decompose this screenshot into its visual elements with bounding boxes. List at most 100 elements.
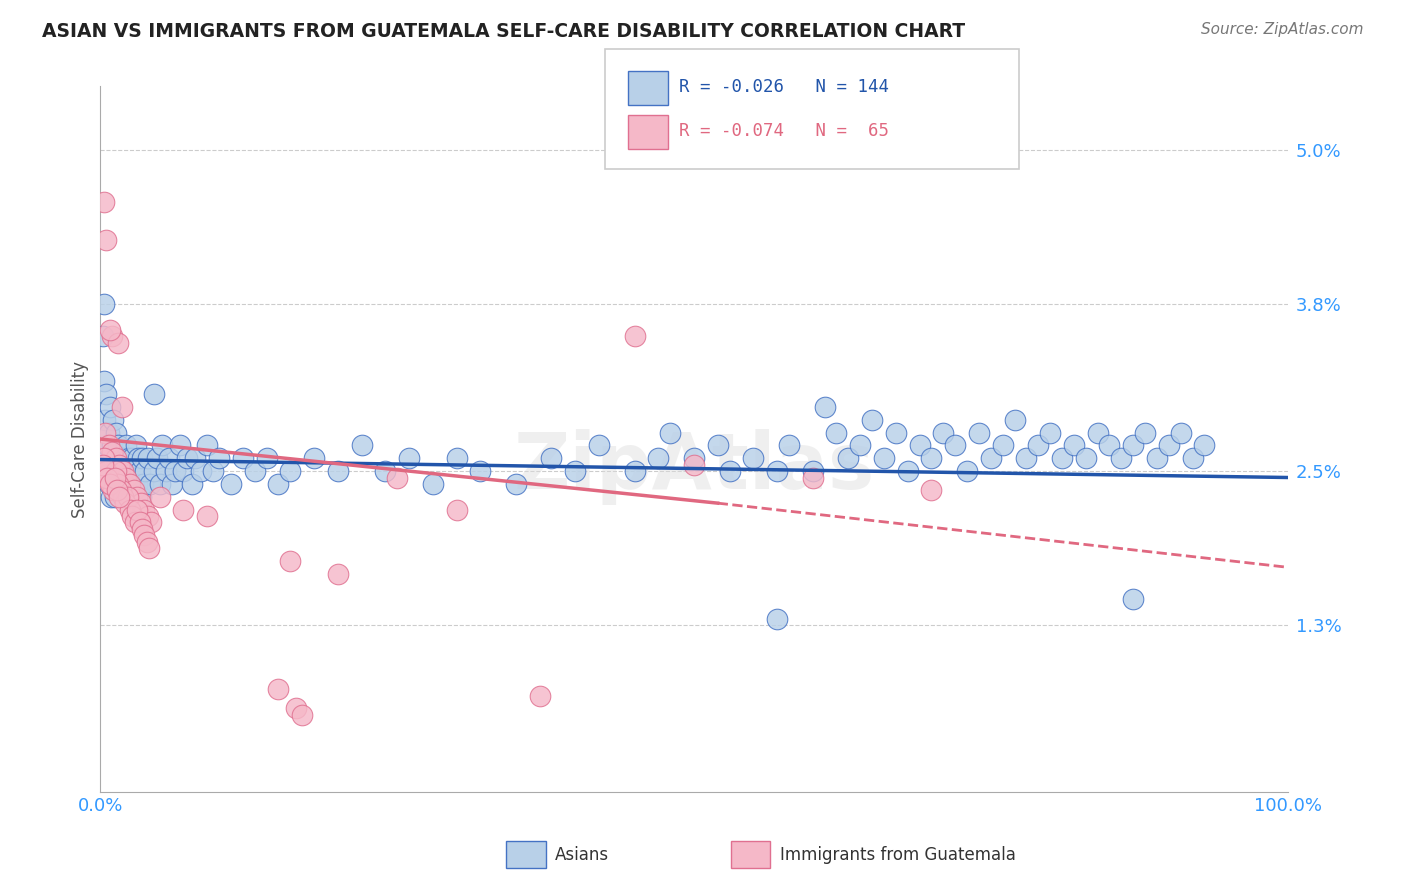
Point [104, 451, 127, 466]
Point [446, 451, 468, 466]
Point [136, 451, 159, 466]
Point [107, 335, 129, 350]
Point [128, 464, 150, 478]
Point [110, 483, 132, 498]
Point [1039, 425, 1062, 440]
Point [120, 490, 142, 504]
Point [134, 528, 156, 542]
Point [142, 464, 165, 478]
Point [422, 477, 444, 491]
Point [118, 477, 141, 491]
Point [190, 464, 212, 478]
Point [108, 458, 131, 472]
Point [91, 329, 114, 343]
Point [122, 483, 145, 498]
Point [326, 566, 349, 581]
Point [1063, 438, 1085, 452]
Point [505, 477, 527, 491]
Point [1170, 425, 1192, 440]
Point [108, 477, 131, 491]
Point [897, 464, 920, 478]
Point [111, 400, 134, 414]
Text: Source: ZipAtlas.com: Source: ZipAtlas.com [1201, 22, 1364, 37]
Point [135, 534, 157, 549]
Point [766, 611, 789, 625]
Point [267, 682, 290, 697]
Point [97, 425, 120, 440]
Point [98, 477, 121, 491]
Point [101, 445, 124, 459]
Point [169, 438, 191, 452]
Point [127, 477, 149, 491]
Point [267, 477, 290, 491]
Point [202, 464, 225, 478]
Point [122, 477, 145, 491]
Point [920, 483, 942, 498]
Point [111, 477, 134, 491]
Point [112, 490, 135, 504]
Point [103, 483, 125, 498]
Point [291, 707, 314, 722]
Point [105, 483, 128, 498]
Point [766, 464, 789, 478]
Point [932, 425, 955, 440]
Point [184, 451, 207, 466]
Text: ASIAN VS IMMIGRANTS FROM GUATEMALA SELF-CARE DISABILITY CORRELATION CHART: ASIAN VS IMMIGRANTS FROM GUATEMALA SELF-… [42, 22, 966, 41]
Point [149, 490, 172, 504]
Point [115, 438, 138, 452]
Point [991, 438, 1014, 452]
Point [374, 464, 396, 478]
Point [131, 522, 153, 536]
Point [232, 451, 254, 466]
Text: ZipAtlas: ZipAtlas [513, 429, 875, 505]
Point [980, 451, 1002, 466]
Point [93, 194, 115, 209]
Point [107, 477, 129, 491]
Point [285, 701, 308, 715]
Point [142, 387, 165, 401]
Point [121, 451, 143, 466]
Point [1026, 438, 1049, 452]
Point [1098, 438, 1121, 452]
Point [1133, 425, 1156, 440]
Point [104, 464, 127, 478]
Point [104, 470, 127, 484]
Point [243, 464, 266, 478]
Point [97, 438, 120, 452]
Point [134, 464, 156, 478]
Point [98, 323, 121, 337]
Point [908, 438, 931, 452]
Point [132, 477, 155, 491]
Point [107, 438, 129, 452]
Point [943, 438, 966, 452]
Point [165, 464, 187, 478]
Point [683, 458, 706, 472]
Point [350, 438, 373, 452]
Point [1087, 425, 1109, 440]
Point [742, 451, 765, 466]
Point [1194, 438, 1216, 452]
Point [104, 425, 127, 440]
Point [564, 464, 586, 478]
Point [127, 490, 149, 504]
Point [114, 496, 136, 510]
Point [778, 438, 800, 452]
Point [101, 477, 124, 491]
Point [131, 451, 153, 466]
Point [121, 508, 143, 523]
Point [837, 451, 859, 466]
Point [105, 451, 128, 466]
Point [683, 451, 706, 466]
Point [101, 329, 124, 343]
Point [176, 451, 198, 466]
Point [718, 464, 741, 478]
Point [801, 464, 824, 478]
Point [1015, 451, 1038, 466]
Point [96, 470, 118, 484]
Point [128, 516, 150, 530]
Point [849, 438, 872, 452]
Point [150, 438, 173, 452]
Point [107, 464, 129, 478]
Point [256, 451, 278, 466]
Point [195, 438, 218, 452]
